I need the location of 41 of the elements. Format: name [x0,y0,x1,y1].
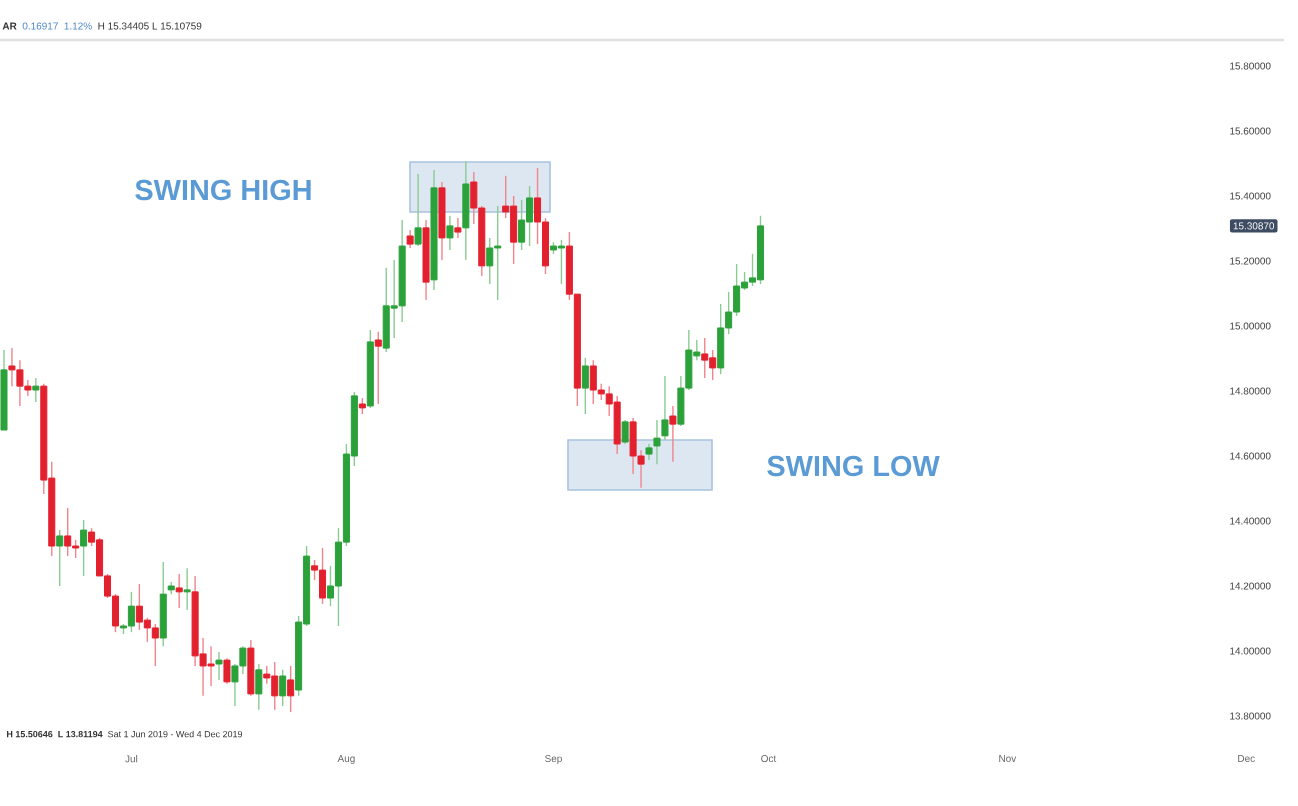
candlestick [215,651,223,681]
candlestick [374,331,382,405]
candlestick [271,661,279,711]
candlestick [486,237,494,285]
candlestick [510,195,518,265]
candlestick [151,623,159,667]
candlestick [589,359,597,405]
candlestick [80,519,88,577]
candlestick [175,573,183,609]
candlestick [279,669,287,707]
candlestick [247,639,255,697]
candlestick [446,215,454,251]
annotation: SWING LOW [767,455,940,477]
candlestick [621,419,629,445]
candlestick [135,583,143,631]
candlestick [701,337,709,379]
candlestick [709,349,717,381]
candlestick [518,199,526,251]
candlestick [207,645,215,687]
candlestick [287,665,295,713]
candlestick [414,173,422,247]
candlestick [159,561,167,647]
candlestick [318,547,327,605]
candlestick [462,160,470,261]
candlestick [127,591,135,633]
candlestick [255,663,263,711]
candlestick [557,239,565,285]
candlestick [183,567,191,611]
candlestick [669,405,677,463]
candlestick [717,303,725,375]
candlestick [526,185,534,247]
candlestick [581,357,589,415]
candlestick [56,529,64,587]
candlestick [72,539,80,559]
candlestick [64,507,72,557]
candlestick [454,217,462,239]
candlestick [382,267,390,353]
annotation: SWING HIGH [135,179,311,201]
candlestick [223,657,231,685]
candlestick [494,205,502,301]
candlestick [32,377,40,403]
